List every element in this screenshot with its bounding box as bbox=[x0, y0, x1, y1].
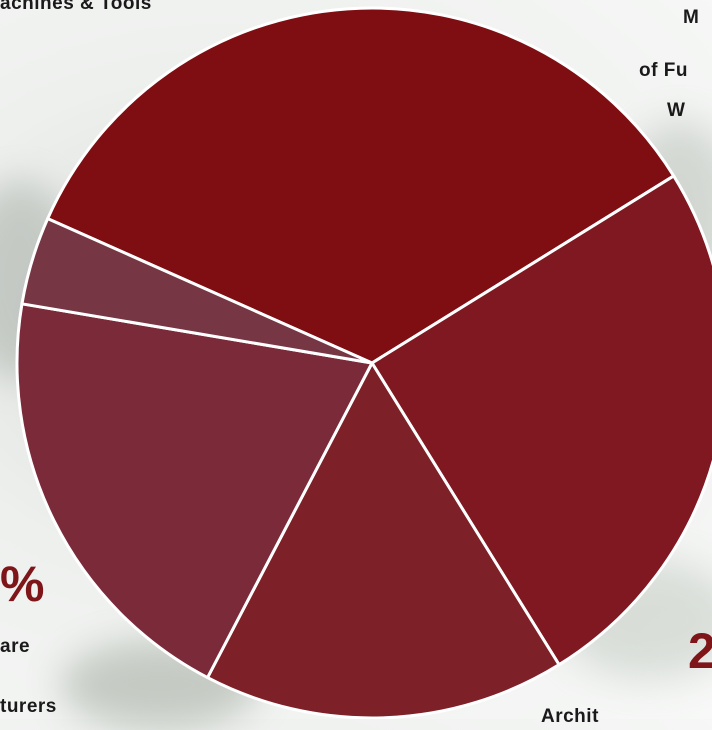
label-left-2: turers bbox=[0, 696, 57, 717]
label-left-big: % bbox=[0, 556, 45, 612]
label-top-left: achines & Tools bbox=[0, 0, 152, 14]
label-left-1: are bbox=[0, 636, 31, 657]
pie-slice-3 bbox=[206, 361, 561, 719]
label-bottom-right: Archit bbox=[541, 706, 599, 727]
pie-slice-2 bbox=[370, 174, 712, 667]
label-top-right-2: of Fu bbox=[639, 60, 688, 81]
label-top-right-3: W bbox=[667, 100, 686, 121]
pie-slice-1 bbox=[46, 6, 676, 365]
label-top-right-1: M bbox=[683, 7, 700, 28]
label-right-big: 2 bbox=[688, 623, 712, 679]
pie-slice-4 bbox=[15, 302, 374, 680]
pie-slice-5 bbox=[20, 217, 374, 365]
